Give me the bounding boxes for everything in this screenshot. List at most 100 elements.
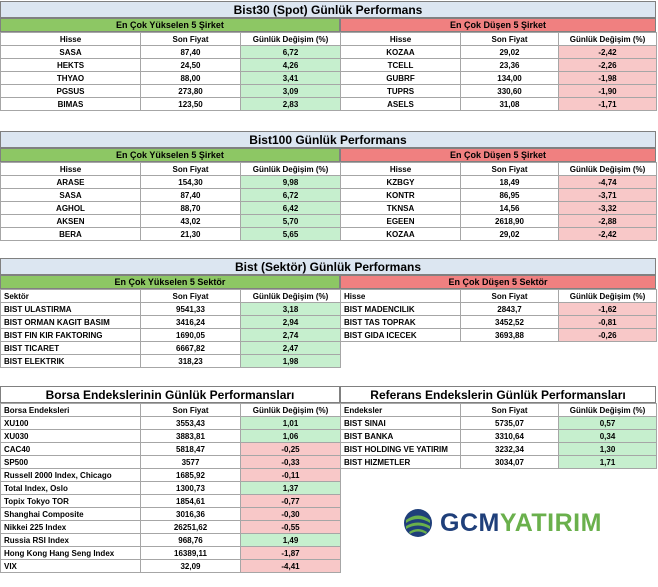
price-cell: 43,02 [140,214,241,228]
table-row: TKNSA 14,56 -3,32 [340,201,657,215]
bist100-rising-table: Hisse Son Fiyat Günlük Değişim (%) ARASE 154… [0,162,341,241]
name-cell: BIST GIDA ICECEK [340,328,461,342]
name-cell: BIST HIZMETLER [340,455,461,469]
change-cell: -1,90 [558,84,657,98]
name-cell: THYAO [0,71,141,85]
change-cell: 1,06 [240,429,341,443]
price-cell: 23,36 [460,58,559,72]
name-cell: Russia RSI Index [0,533,141,547]
change-cell: 1,71 [558,455,657,469]
name-cell: BIST FIN KIR FAKTORING [0,328,141,342]
table-row: TCELL 23,36 -2,26 [340,58,657,72]
price-cell: 3310,64 [460,429,559,443]
table-row: BIST FIN KIR FAKTORING 1690,05 2,74 [0,328,341,342]
price-cell: 123,50 [140,97,241,111]
column-header: Son Fiyat [460,403,559,417]
name-cell: Russell 2000 Index, Chicago [0,468,141,482]
column-header: Son Fiyat [460,32,559,46]
column-header: Borsa Endeksleri [0,403,141,417]
name-cell: Total Index, Oslo [0,481,141,495]
table-row: SASA 87,40 6,72 [0,45,341,59]
table-row: AGHOL 88,70 6,42 [0,201,341,215]
price-cell: 3416,24 [140,315,241,329]
table-header-row: Endeksler Son Fiyat Günlük Değişim (%) [340,403,657,417]
change-cell: -0,26 [558,328,657,342]
price-cell: 86,95 [460,188,559,202]
column-header: Günlük Değişim (%) [240,162,341,176]
table-row: CAC40 5818,47 -0,25 [0,442,341,456]
column-header: Endeksler [340,403,461,417]
table-row: BERA 21,30 5,65 [0,227,341,241]
table-row: BIST HIZMETLER 3034,07 1,71 [340,455,657,469]
table-row: BIST MADENCILIK 2843,7 -1,62 [340,302,657,316]
table-row: XU100 3553,43 1,01 [0,416,341,430]
change-cell: 3,41 [240,71,341,85]
name-cell: BIST ELEKTRIK [0,354,141,368]
name-cell: BIST ULASTIRMA [0,302,141,316]
name-cell: BIST MADENCILIK [340,302,461,316]
price-cell: 2843,7 [460,302,559,316]
borsa-table: Borsa Endeksleri Son Fiyat Günlük Değişim … [0,403,341,573]
change-cell: -1,71 [558,97,657,111]
sector-falling-header: En Çok Düşen 5 Sektör [340,275,656,289]
price-cell: 1685,92 [140,468,241,482]
name-cell: Shanghai Composite [0,507,141,521]
table-header-row: Sektör Son Fiyat Günlük Değişim (%) [0,289,341,303]
bist100-falling-header: En Çok Düşen 5 Şirket [340,148,656,162]
table-row: Total Index, Oslo 1300,73 1,37 [0,481,341,495]
change-cell: 5,65 [240,227,341,241]
price-cell: 87,40 [140,188,241,202]
name-cell: PGSUS [0,84,141,98]
price-cell: 3883,81 [140,429,241,443]
price-cell: 29,02 [460,45,559,59]
change-cell: 1,01 [240,416,341,430]
change-cell: 0,57 [558,416,657,430]
table-row: Russell 2000 Index, Chicago 1685,92 -0,11 [0,468,341,482]
name-cell: VIX [0,559,141,573]
table-row: KZBGY 18,49 -4,74 [340,175,657,189]
name-cell: HEKTS [0,58,141,72]
change-cell: -4,41 [240,559,341,573]
price-cell: 6667,82 [140,341,241,355]
change-cell: 2,74 [240,328,341,342]
price-cell: 32,09 [140,559,241,573]
column-header: Günlük Değişim (%) [558,162,657,176]
change-cell: 3,09 [240,84,341,98]
change-cell: 1,30 [558,442,657,456]
name-cell: KOZAA [340,227,461,241]
change-cell: -1,98 [558,71,657,85]
bist30-title: Bist30 (Spot) Günlük Performans [0,1,656,18]
table-header-row: Hisse Son Fiyat Günlük Değişim (%) [0,32,341,46]
sector-falling-table: Hisse Son Fiyat Günlük Değişim (%) BIST MAD… [340,289,657,342]
table-row: BIST TICARET 6667,82 2,47 [0,341,341,355]
price-cell: 9541,33 [140,302,241,316]
name-cell: SP500 [0,455,141,469]
name-cell: CAC40 [0,442,141,456]
change-cell: 2,83 [240,97,341,111]
table-row: XU030 3883,81 1,06 [0,429,341,443]
price-cell: 5735,07 [460,416,559,430]
column-header: Günlük Değişim (%) [558,32,657,46]
table-header-row: Hisse Son Fiyat Günlük Değişim (%) [0,162,341,176]
bist100-rising-header: En Çok Yükselen 5 Şirket [0,148,340,162]
table-row: ASELS 31,08 -1,71 [340,97,657,111]
column-header: Sektör [0,289,141,303]
bist30-rising-header: En Çok Yükselen 5 Şirket [0,18,340,32]
price-cell: 24,50 [140,58,241,72]
change-cell: -3,32 [558,201,657,215]
table-row: BIMAS 123,50 2,83 [0,97,341,111]
change-cell: 1,49 [240,533,341,547]
price-cell: 3034,07 [460,455,559,469]
column-header: Son Fiyat [460,289,559,303]
table-row: Shanghai Composite 3016,36 -0,30 [0,507,341,521]
column-header: Günlük Değişim (%) [558,403,657,417]
column-header: Hisse [0,162,141,176]
table-row: SASA 87,40 6,72 [0,188,341,202]
name-cell: ASELS [340,97,461,111]
change-cell: 6,72 [240,188,341,202]
table-row: THYAO 88,00 3,41 [0,71,341,85]
price-cell: 88,70 [140,201,241,215]
price-cell: 1854,61 [140,494,241,508]
change-cell: -2,26 [558,58,657,72]
table-header-row: Hisse Son Fiyat Günlük Değişim (%) [340,162,657,176]
